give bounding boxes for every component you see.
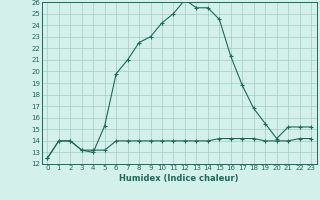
X-axis label: Humidex (Indice chaleur): Humidex (Indice chaleur) [119, 174, 239, 183]
